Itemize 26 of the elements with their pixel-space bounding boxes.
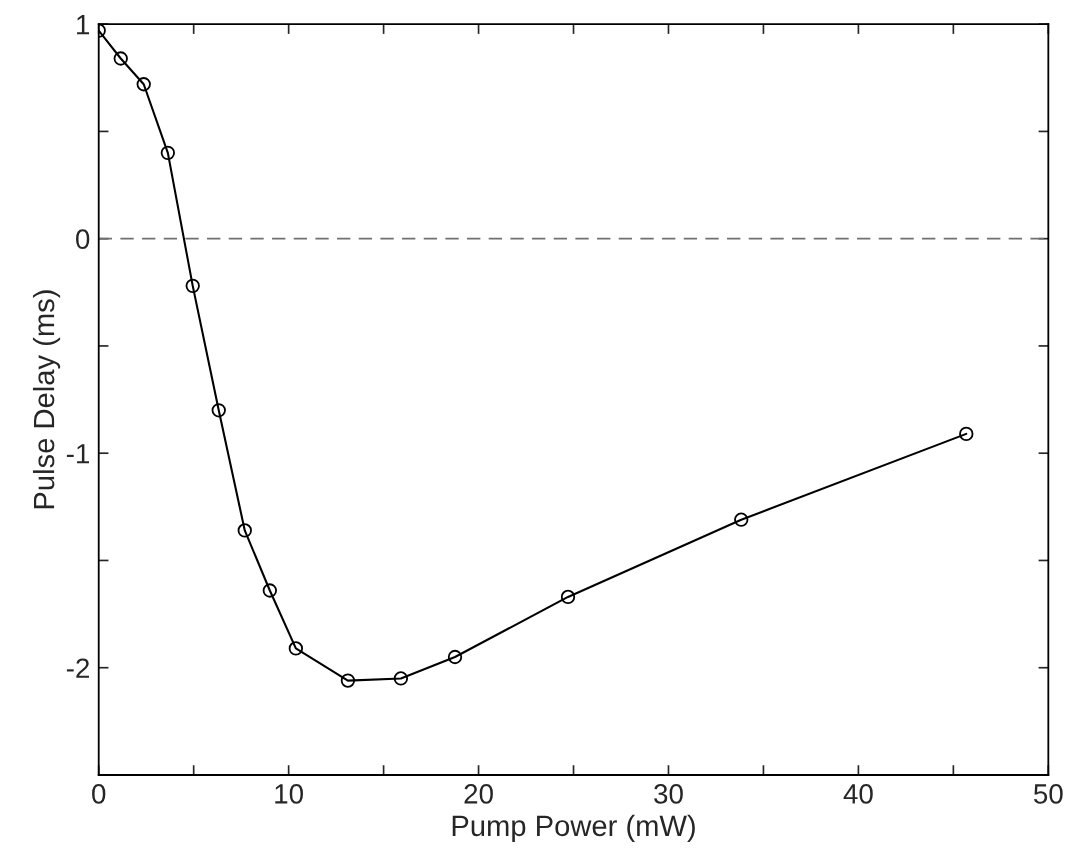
point (185, 278, 200, 294)
x-tick-label: 20 (464, 784, 493, 804)
x-tick-label: 40 (843, 784, 873, 804)
y-axis-title: Pulse Delay (ms) (32, 290, 61, 509)
point (393, 671, 409, 686)
point (447, 649, 463, 665)
y-tick-label: -1 (66, 444, 90, 464)
point (734, 512, 749, 527)
point (959, 426, 974, 442)
x-tick-label: 10 (275, 784, 303, 804)
y-tick-label: 0 (76, 229, 90, 250)
point (160, 145, 176, 161)
y-tick-label: 1 (77, 15, 90, 35)
x-tick-label: 50 (1033, 784, 1063, 804)
x-axis-title: Pump Power (mW) (452, 814, 695, 842)
point (340, 673, 356, 688)
y-tick-label: -2 (66, 658, 89, 678)
point (560, 589, 576, 605)
x-tick-label: 30 (654, 784, 683, 804)
point (136, 77, 151, 92)
point (262, 583, 277, 598)
point (288, 641, 304, 656)
x-tick-label: 0 (92, 784, 106, 804)
point (237, 523, 252, 538)
point (113, 51, 128, 66)
point (211, 403, 226, 418)
